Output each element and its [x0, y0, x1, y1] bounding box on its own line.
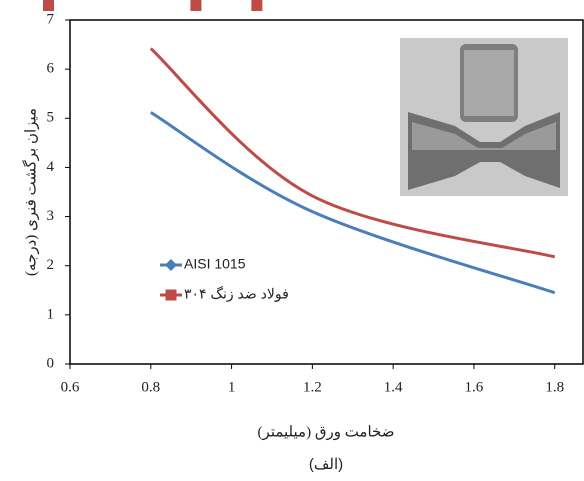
- x-tick-label: 0.6: [61, 379, 80, 395]
- x-tick-label: 1.6: [465, 379, 484, 395]
- x-tick-label: 0.8: [141, 379, 160, 395]
- legend-marker: [165, 289, 177, 301]
- y-tick-label: 2: [47, 257, 55, 273]
- line: [150, 111, 556, 295]
- y-tick-label: 6: [47, 61, 55, 77]
- legend-label: فولاد ضد زنگ ۳۰۴: [184, 286, 289, 303]
- line: [149, 47, 556, 259]
- y-tick-label: 4: [47, 159, 55, 175]
- y-axis-title: میزان برگشت فنری (درجه): [21, 108, 39, 276]
- caption: (الف): [309, 456, 343, 473]
- legend-label: AISI 1015: [184, 256, 246, 272]
- legend-marker: [165, 259, 177, 271]
- plot-frame: [69, 19, 584, 365]
- y-tick-label: 0: [47, 355, 55, 371]
- y-tick-label: 5: [47, 110, 55, 126]
- x-tick-label: 1.4: [384, 379, 403, 395]
- x-axis-title: ضخامت ورق (میلیمتر): [258, 424, 395, 440]
- marker: [190, 0, 202, 11]
- x-tick-label: 1.8: [545, 379, 564, 395]
- y-tick-label: 7: [47, 11, 55, 27]
- y-tick-label: 1: [47, 306, 55, 322]
- marker: [43, 0, 55, 11]
- marker: [251, 0, 263, 11]
- x-tick-label: 1: [228, 379, 236, 395]
- x-tick-label: 1.2: [303, 379, 322, 395]
- inset-photo: [400, 38, 568, 196]
- y-tick-label: 3: [47, 208, 55, 224]
